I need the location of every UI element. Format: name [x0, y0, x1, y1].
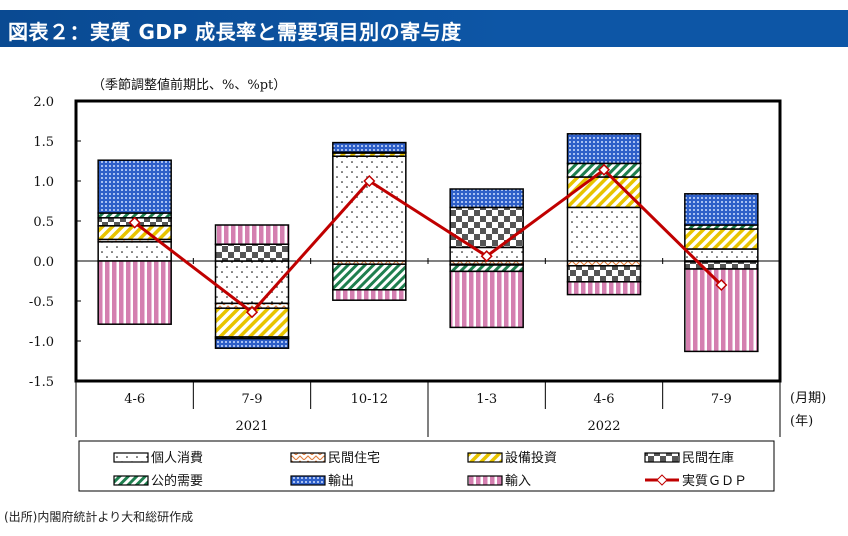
legend-item-investment: 設備投資 — [467, 450, 557, 466]
bar-imports — [566, 281, 642, 296]
legend-label: 輸出 — [328, 474, 354, 489]
bar-consumption — [214, 260, 290, 305]
y-tick-label: -1.5 — [29, 375, 54, 390]
legend-swatch — [644, 452, 680, 463]
unit-label: （季節調整値前期比、%、%pt） — [92, 77, 286, 93]
bar-inventory — [566, 265, 642, 283]
year-label: 2021 — [235, 419, 268, 434]
gdp-point — [245, 306, 259, 319]
legend-swatch — [467, 475, 503, 486]
legend-box — [78, 440, 775, 492]
legend-marker — [656, 474, 668, 486]
legend-item-gdp: 実質ＧＤＰ — [645, 473, 747, 489]
x-tick-label: 10-12 — [351, 392, 388, 407]
bar-investment — [684, 228, 759, 250]
legend-label: 個人消費 — [151, 451, 203, 466]
bar-public — [332, 263, 407, 291]
bar-investment — [566, 176, 642, 209]
y-tick-label: 0.0 — [33, 255, 54, 270]
legend-item-imports: 輸入 — [467, 474, 531, 489]
legend-swatch — [113, 475, 149, 486]
bar-consumption — [566, 206, 642, 262]
bar-consumption — [97, 241, 172, 262]
legend-label: 輸入 — [505, 474, 531, 489]
legend-item-public: 公的需要 — [113, 473, 203, 489]
legend-item-exports: 輸出 — [290, 474, 354, 489]
legend-item-consumption: 個人消費 — [113, 451, 203, 466]
bar-imports — [449, 270, 524, 329]
bar-exports — [566, 133, 642, 165]
legend-swatch — [113, 452, 149, 463]
year-label: 2022 — [587, 419, 620, 434]
legend-label: 実質ＧＤＰ — [682, 473, 747, 489]
legend-swatch — [467, 452, 503, 463]
legend-label: 民間住宅 — [328, 451, 380, 466]
gdp-point — [480, 250, 493, 263]
gdp-line — [133, 167, 723, 315]
bar-imports — [214, 224, 290, 245]
bar-exports — [449, 188, 524, 209]
y-tick-label: 1.5 — [33, 135, 54, 150]
legend-label: 公的需要 — [151, 473, 203, 489]
x-tick-label: 4-6 — [124, 392, 145, 407]
x-tick-label: 7-9 — [242, 392, 263, 407]
year-unit-label: (年) — [790, 414, 813, 429]
legend-label: 民間在庫 — [682, 451, 734, 466]
title-banner: 図表２：実質 GDP 成長率と需要項目別の寄与度 — [0, 10, 848, 47]
legend-item-inventory: 民間在庫 — [644, 451, 734, 466]
y-tick-label: 0.5 — [33, 215, 54, 230]
bar-exports — [684, 193, 759, 226]
x-tick-label: 4-6 — [594, 392, 615, 407]
legend-item-housing: 民間住宅 — [290, 451, 380, 466]
bar-exports — [214, 337, 290, 349]
bar-exports — [97, 159, 172, 214]
x-unit-label: (月期) — [790, 391, 826, 406]
y-tick-label: 1.0 — [33, 175, 54, 190]
y-tick-label: -0.5 — [29, 295, 54, 310]
bar-exports — [332, 141, 407, 153]
legend-swatch — [290, 475, 326, 486]
bar-inventory — [684, 261, 759, 270]
gdp-point — [597, 163, 611, 176]
y-tick-label: -1.0 — [29, 335, 54, 350]
legend-swatch — [290, 452, 326, 463]
gdp-point — [128, 216, 141, 229]
x-tick-label: 1-3 — [476, 392, 497, 407]
bar-imports — [332, 289, 407, 301]
bar-public — [449, 264, 524, 273]
source-note: (出所)内閣府統計より大和総研作成 — [4, 510, 194, 524]
y-tick-label: 2.0 — [33, 95, 54, 110]
bar-inventory — [214, 243, 290, 262]
page-title: 図表２：実質 GDP 成長率と需要項目別の寄与度 — [8, 20, 462, 44]
bar-imports — [97, 260, 172, 325]
gdp-point — [715, 278, 728, 292]
legend-label: 設備投資 — [505, 450, 557, 466]
x-tick-label: 7-9 — [711, 392, 732, 407]
gdp-point — [363, 174, 376, 188]
